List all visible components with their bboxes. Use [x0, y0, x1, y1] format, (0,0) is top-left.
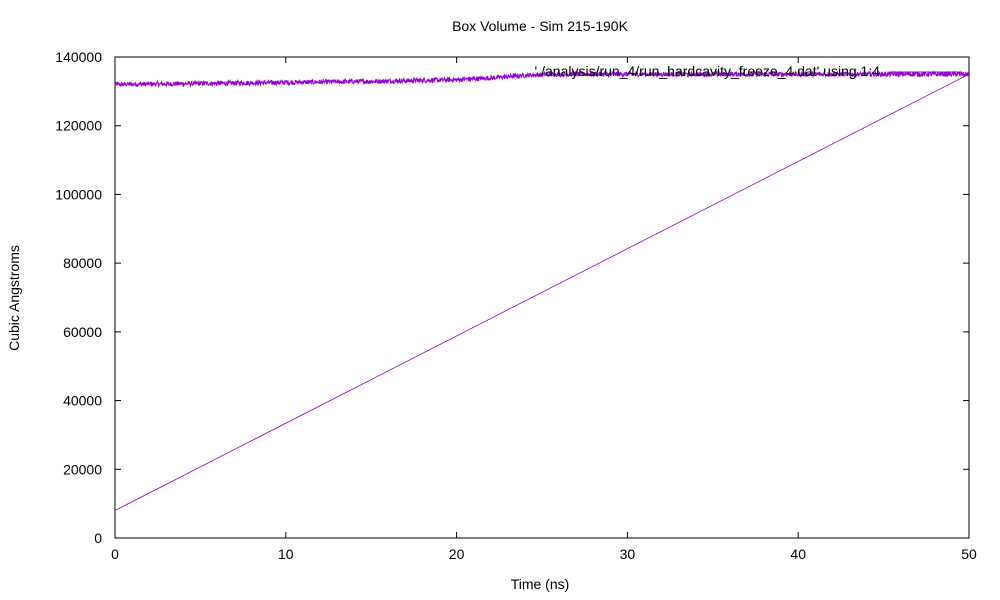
y-tick-label: 140000 [55, 49, 102, 65]
axis-ticks: 0 10 20 30 40 50 0 20000 40000 60000 80000 100000 12… [55, 49, 977, 562]
series-line-volume [114, 70, 970, 89]
x-tick-label: 20 [449, 546, 465, 562]
x-axis-label: Time (ns) [511, 576, 570, 592]
x-tick-label: 50 [961, 546, 977, 562]
x-tick-label: 10 [278, 546, 294, 562]
y-tick-label: 20000 [63, 461, 102, 477]
y-tick-label: 40000 [63, 393, 102, 409]
y-tick-label: 60000 [63, 324, 102, 340]
y-tick-label: 0 [94, 530, 102, 546]
plot-frame [114, 56, 970, 539]
y-tick-label: 120000 [55, 118, 102, 134]
y-tick-label: 100000 [55, 186, 102, 202]
x-tick-label: 40 [790, 546, 806, 562]
x-tick-label: 0 [111, 546, 119, 562]
legend-label: './analysis/run_4/run_hardcavity_freeze_… [535, 63, 881, 79]
chart-title: Box Volume - Sim 215-190K [452, 18, 629, 34]
legend: './analysis/run_4/run_hardcavity_freeze_… [535, 63, 962, 79]
plot-area [114, 56, 970, 539]
y-tick-label: 80000 [63, 255, 102, 271]
series-line-linear [114, 73, 970, 511]
y-axis-label: Cubic Angstroms [6, 245, 22, 351]
x-tick-label: 30 [620, 546, 636, 562]
